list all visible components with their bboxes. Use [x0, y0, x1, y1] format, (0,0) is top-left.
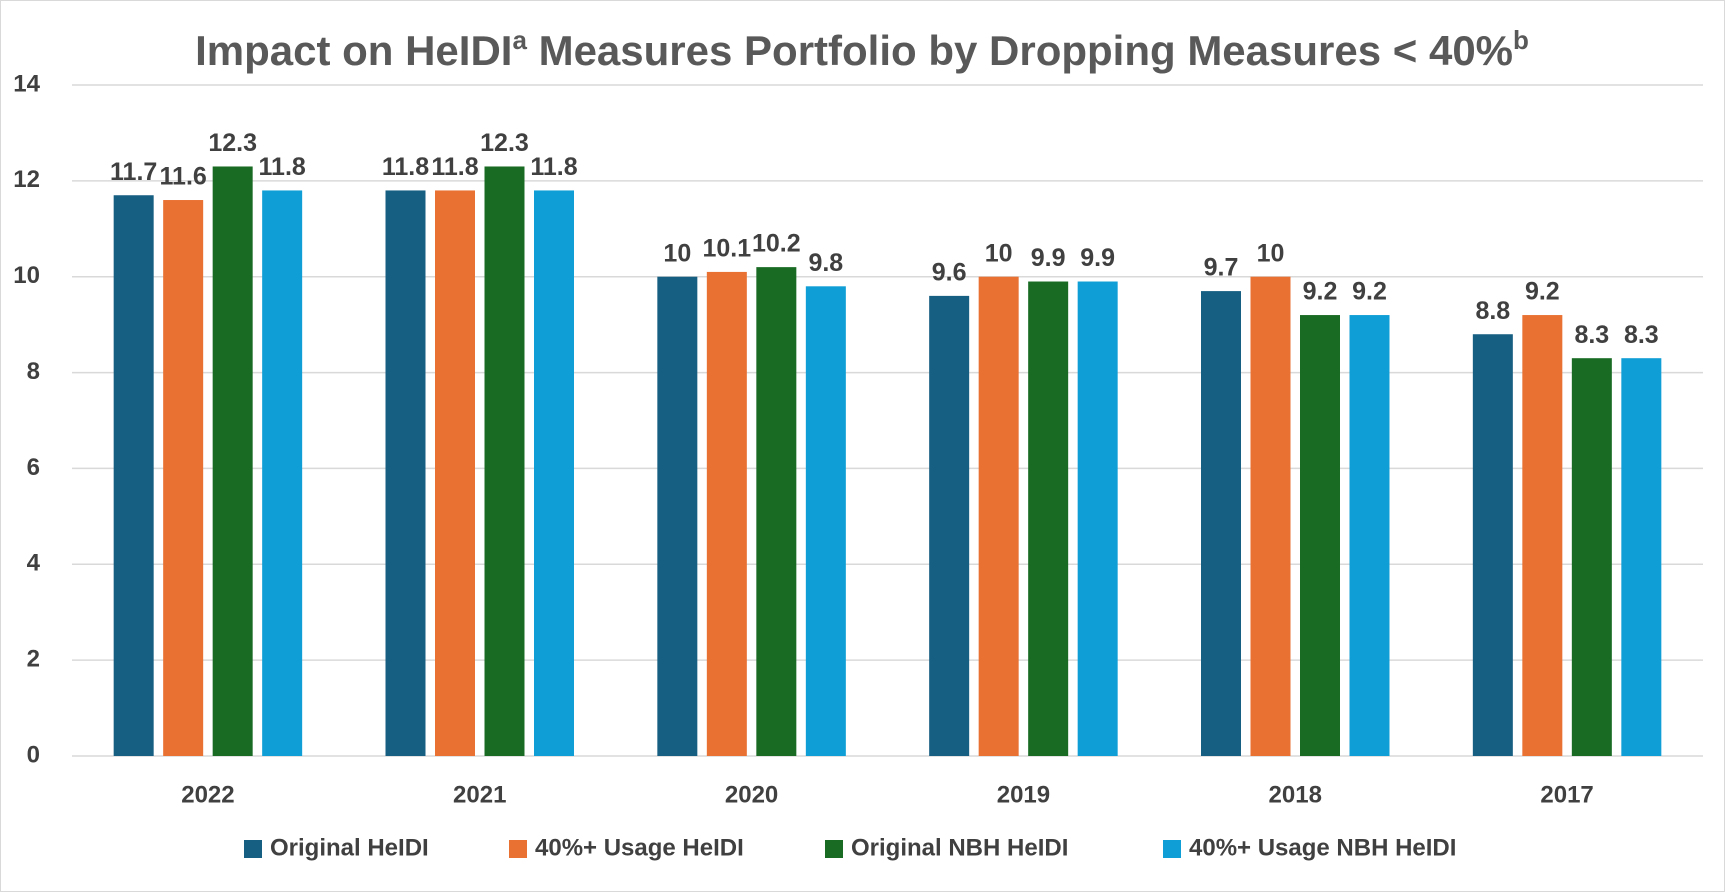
data-label: 9.8: [808, 249, 843, 277]
data-label: 11.8: [382, 153, 429, 181]
legend-label: Original NBH HeIDI: [851, 834, 1068, 861]
chart-title: Impact on HeIDIa Measures Portfolio by D…: [195, 25, 1529, 74]
legend-label: 40%+ Usage HeIDI: [535, 834, 744, 861]
data-label: 9.7: [1204, 254, 1239, 282]
bar: [1522, 315, 1563, 756]
legend-label: 40%+ Usage NBH HeIDI: [1189, 834, 1456, 861]
bar: [385, 190, 426, 756]
bar: [1250, 276, 1291, 756]
bar: [929, 295, 970, 756]
x-tick-label: 2017: [1540, 781, 1593, 808]
bar: [1300, 315, 1340, 756]
bar: [212, 166, 253, 756]
x-tick-label: 2022: [181, 781, 234, 808]
legend-label: Original HeIDI: [270, 834, 429, 861]
legend-swatch: [1163, 840, 1181, 858]
legend-swatch: [509, 840, 527, 858]
bar: [1621, 358, 1662, 756]
legend-swatch: [244, 840, 262, 858]
data-label: 12.3: [208, 129, 257, 157]
y-tick-label: 12: [13, 166, 40, 193]
bar: [1571, 358, 1612, 756]
bar: [484, 166, 525, 756]
x-tick-label: 2020: [725, 781, 778, 808]
data-label: 9.9: [1031, 244, 1066, 272]
data-label: 11.8: [431, 153, 478, 181]
title-text: Impact on HeIDI: [195, 27, 512, 74]
title-text: Measures Portfolio by Dropping Measures …: [527, 27, 1513, 74]
y-tick-label: 14: [13, 70, 40, 97]
y-tick-label: 6: [27, 454, 40, 481]
bar: [1028, 281, 1069, 756]
data-label: 12.3: [480, 129, 529, 157]
bar: [534, 190, 574, 756]
bar: [1201, 291, 1241, 756]
bar: [978, 276, 1019, 756]
y-tick-label: 2: [27, 645, 40, 672]
y-tick-label: 0: [27, 741, 40, 768]
bar: [113, 195, 154, 756]
x-tick-label: 2021: [453, 781, 506, 808]
data-label: 11.6: [160, 163, 207, 191]
data-label: 9.6: [932, 258, 967, 286]
bar: [1472, 334, 1513, 756]
y-tick-label: 10: [13, 262, 40, 289]
data-label: 9.2: [1303, 278, 1338, 306]
data-label: 10: [1257, 239, 1285, 267]
data-label: 8.3: [1574, 321, 1609, 349]
data-label: 9.2: [1352, 278, 1387, 306]
data-label: 8.3: [1624, 321, 1659, 349]
title-superscript: b: [1513, 25, 1529, 55]
data-label: 11.8: [259, 153, 306, 181]
x-tick-label: 2018: [1269, 781, 1322, 808]
data-label: 10.1: [702, 235, 751, 263]
y-tick-label: 8: [27, 358, 40, 385]
x-tick-label: 2019: [997, 781, 1050, 808]
data-label: 10: [663, 239, 691, 267]
legend-swatch: [825, 840, 843, 858]
bar: [163, 200, 204, 756]
bar: [1349, 315, 1390, 756]
bar: [756, 267, 797, 756]
bar: [262, 190, 303, 756]
bar: [706, 271, 747, 756]
title-superscript: a: [512, 25, 527, 55]
bar: [1077, 281, 1118, 756]
data-label: 9.9: [1080, 244, 1115, 272]
bar: [435, 190, 475, 756]
data-label: 11.7: [110, 158, 157, 186]
data-label: 10: [985, 239, 1013, 267]
bar: [657, 276, 698, 756]
data-label: 8.8: [1475, 297, 1510, 325]
data-label: 11.8: [530, 153, 577, 181]
data-label: 9.2: [1525, 278, 1560, 306]
data-label: 10.2: [752, 230, 801, 258]
y-tick-label: 4: [27, 550, 41, 577]
bar: [805, 286, 846, 756]
